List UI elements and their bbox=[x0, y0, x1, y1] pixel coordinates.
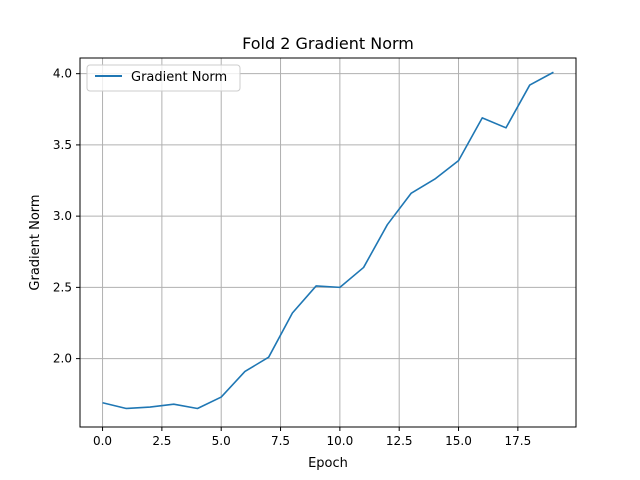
x-tick-label: 17.5 bbox=[504, 434, 531, 448]
legend: Gradient Norm bbox=[86, 64, 241, 92]
y-axis-ticks: 2.0 2.5 3.0 3.5 4.0 bbox=[53, 67, 80, 366]
x-tick-label: 0.0 bbox=[93, 434, 112, 448]
series-line-gradient-norm bbox=[102, 71, 554, 410]
x-tick-label: 12.5 bbox=[386, 434, 413, 448]
y-tick-label: 4.0 bbox=[53, 67, 72, 81]
x-axis-ticks: 0.0 2.5 5.0 7.5 10.0 12.5 15.0 17.5 bbox=[93, 427, 531, 448]
legend-label: Gradient Norm bbox=[131, 70, 227, 85]
x-tick-label: 5.0 bbox=[212, 434, 231, 448]
legend-box bbox=[86, 64, 241, 92]
y-tick-label: 3.5 bbox=[53, 138, 72, 152]
chart-title: Fold 2 Gradient Norm bbox=[242, 34, 414, 53]
x-tick-label: 7.5 bbox=[271, 434, 290, 448]
y-tick-label: 2.0 bbox=[53, 352, 72, 366]
y-axis-label: Gradient Norm bbox=[28, 194, 43, 290]
x-tick-label: 15.0 bbox=[445, 434, 472, 448]
y-tick-label: 2.5 bbox=[53, 280, 72, 294]
x-tick-label: 2.5 bbox=[152, 434, 171, 448]
series-layer bbox=[102, 71, 554, 410]
y-tick-label: 3.0 bbox=[53, 209, 72, 223]
plot-frame bbox=[79, 57, 577, 428]
x-axis-label: Epoch bbox=[308, 456, 348, 471]
x-tick-label: 10.0 bbox=[327, 434, 354, 448]
